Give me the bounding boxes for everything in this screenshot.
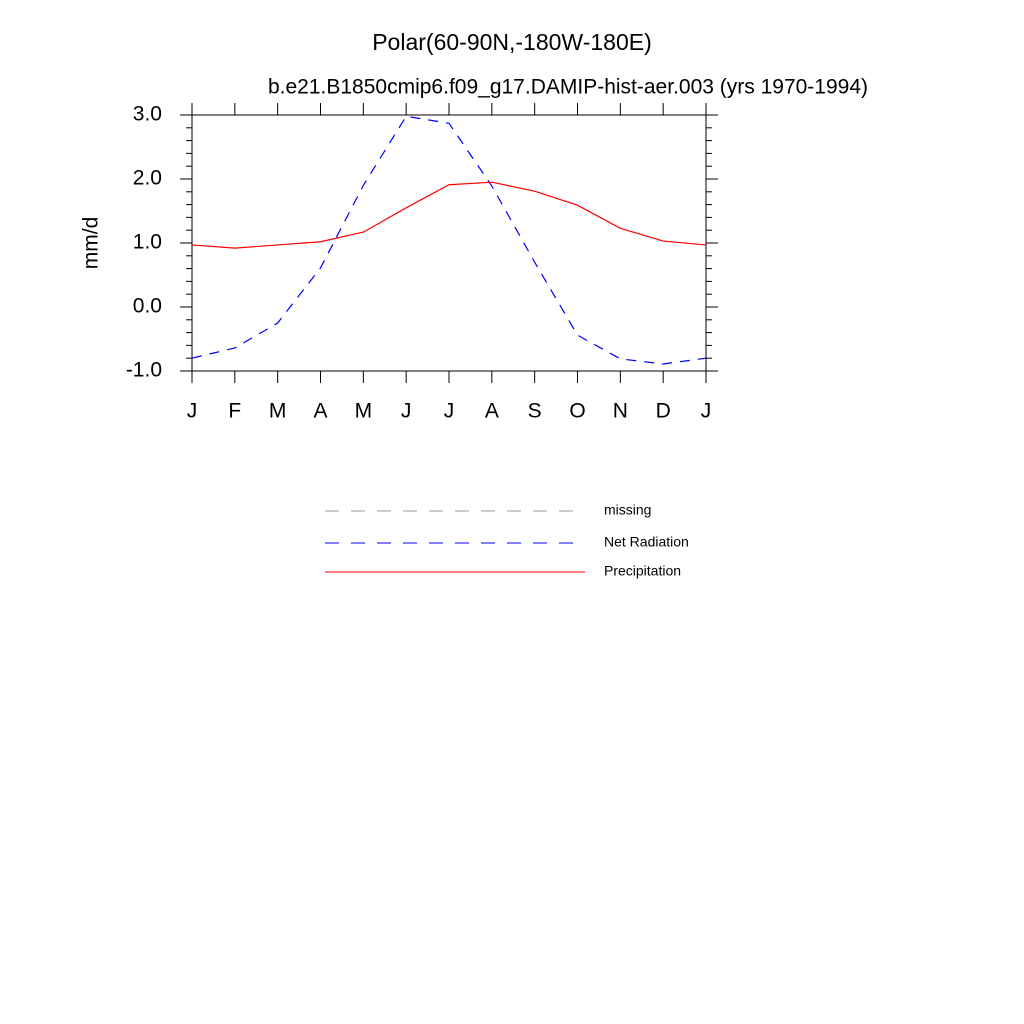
chart-title: Polar(60-90N,-180W-180E) xyxy=(372,29,652,55)
y-axis-label: mm/d xyxy=(80,217,103,270)
y-tick-label: -1.0 xyxy=(126,359,162,382)
legend-label: Net Radiation xyxy=(604,534,689,550)
legend-label: missing xyxy=(604,502,651,518)
x-tick-label: M xyxy=(355,400,373,423)
y-tick-label: 3.0 xyxy=(133,103,162,126)
y-tick-label: 0.0 xyxy=(133,295,162,318)
x-tick-label: J xyxy=(444,400,455,423)
x-tick-label: J xyxy=(401,400,412,423)
legend-label: Precipitation xyxy=(604,563,681,579)
x-tick-label: M xyxy=(269,400,287,423)
x-tick-label: J xyxy=(701,400,712,423)
series-line xyxy=(191,115,707,365)
x-tick-label: O xyxy=(569,400,585,423)
x-tick-label: F xyxy=(228,400,241,423)
x-tick-label: J xyxy=(187,400,198,423)
x-tick-label: A xyxy=(313,400,327,423)
series-line xyxy=(191,181,707,249)
x-tick-label: S xyxy=(528,400,542,423)
plot-frame xyxy=(191,114,707,372)
y-tick-label: 2.0 xyxy=(133,167,162,190)
y-tick-label: 1.0 xyxy=(133,231,162,254)
x-tick-label: D xyxy=(656,400,671,423)
x-tick-label: A xyxy=(485,400,499,423)
chart-subtitle: b.e21.B1850cmip6.f09_g17.DAMIP-hist-aer.… xyxy=(268,76,868,99)
x-tick-label: N xyxy=(613,400,628,423)
